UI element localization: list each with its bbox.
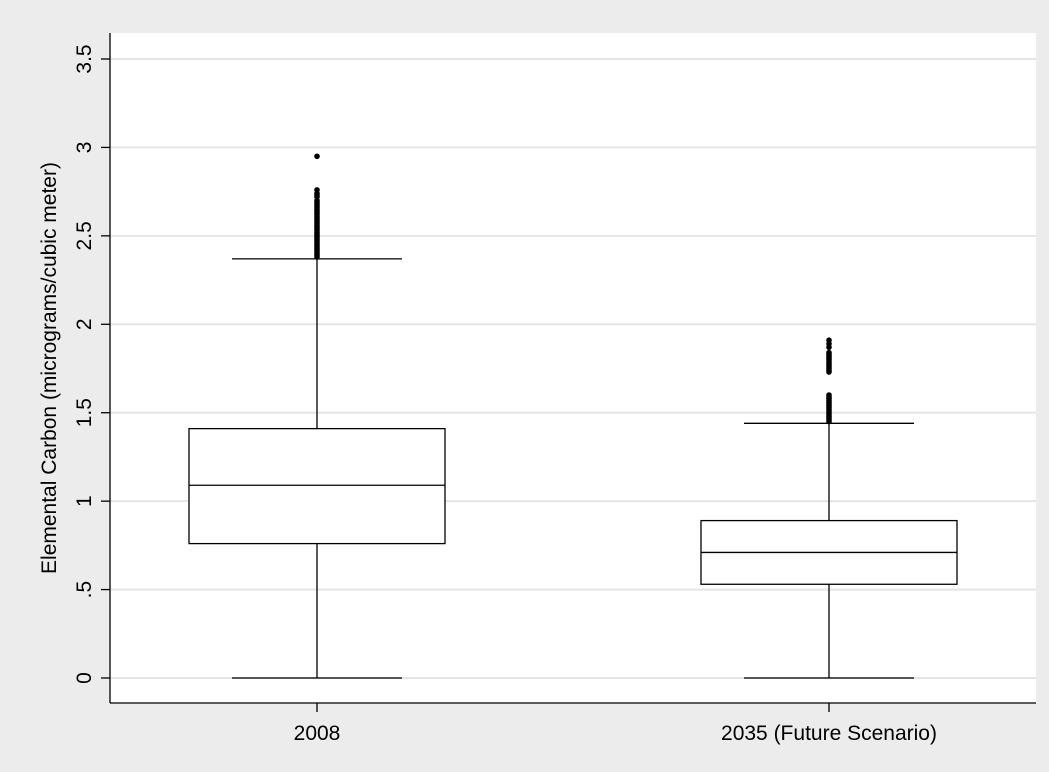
outlier-point (826, 392, 832, 398)
outlier-point (314, 153, 320, 160)
y-tick-label: .5 (73, 581, 96, 599)
y-tick-label: 2 (73, 318, 96, 330)
y-tick-label: 1 (73, 495, 96, 507)
box-layer (188, 153, 958, 679)
x-category-label: 2035 (Future Scenario) (721, 722, 937, 745)
y-tick-label: 3.5 (73, 44, 96, 73)
box-group (188, 153, 446, 679)
y-tick-label: 1.5 (73, 398, 96, 427)
outlier-point (826, 349, 832, 356)
y-axis-title: Elemental Carbon (micrograms/cubic meter… (38, 162, 61, 574)
y-tick-label: 0 (73, 672, 96, 684)
outlier-point (826, 337, 832, 344)
outlier-point (314, 187, 320, 193)
plot-area (110, 33, 1036, 703)
tick-layer: 0 .5 1 1.5 2 2.5 3 3.5 2008 2035 (Future Scenario… (73, 44, 937, 745)
y-tick-label: 2.5 (73, 221, 96, 250)
iqr-box (188, 427, 446, 545)
y-tick-label: 3 (73, 142, 96, 154)
x-category-label: 2008 (294, 722, 341, 745)
box-group (700, 337, 958, 679)
